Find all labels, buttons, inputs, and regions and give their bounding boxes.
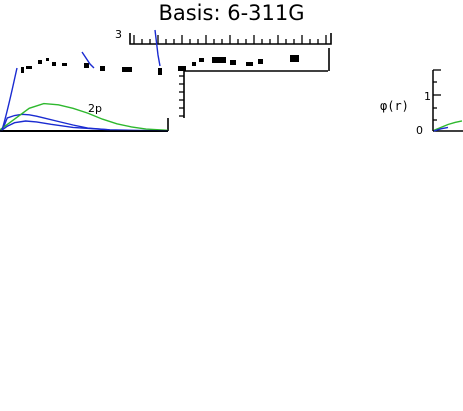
annotation-2p: 2p <box>88 102 102 115</box>
upper-series-fragment <box>154 29 161 67</box>
ytick-label-0: 0 <box>416 124 423 137</box>
chart-title: Basis: 6-311G <box>158 1 305 25</box>
right-panel <box>432 69 463 132</box>
right-series-0 <box>433 120 463 131</box>
left-series-0 <box>3 113 110 131</box>
left-panel <box>0 29 169 133</box>
ytick-label-3: 3 <box>115 28 122 41</box>
left-series-1 <box>0 102 169 131</box>
right-series-1 <box>433 126 449 132</box>
left-series-steep <box>1 67 18 131</box>
ytick-label-1: 1 <box>424 90 431 103</box>
upper-series-fragment-2 <box>81 51 95 69</box>
label-fragments <box>21 55 299 75</box>
y-axis-label: φ(r) <box>380 99 409 113</box>
top-frame <box>129 33 332 131</box>
left-series-2 <box>0 120 169 133</box>
